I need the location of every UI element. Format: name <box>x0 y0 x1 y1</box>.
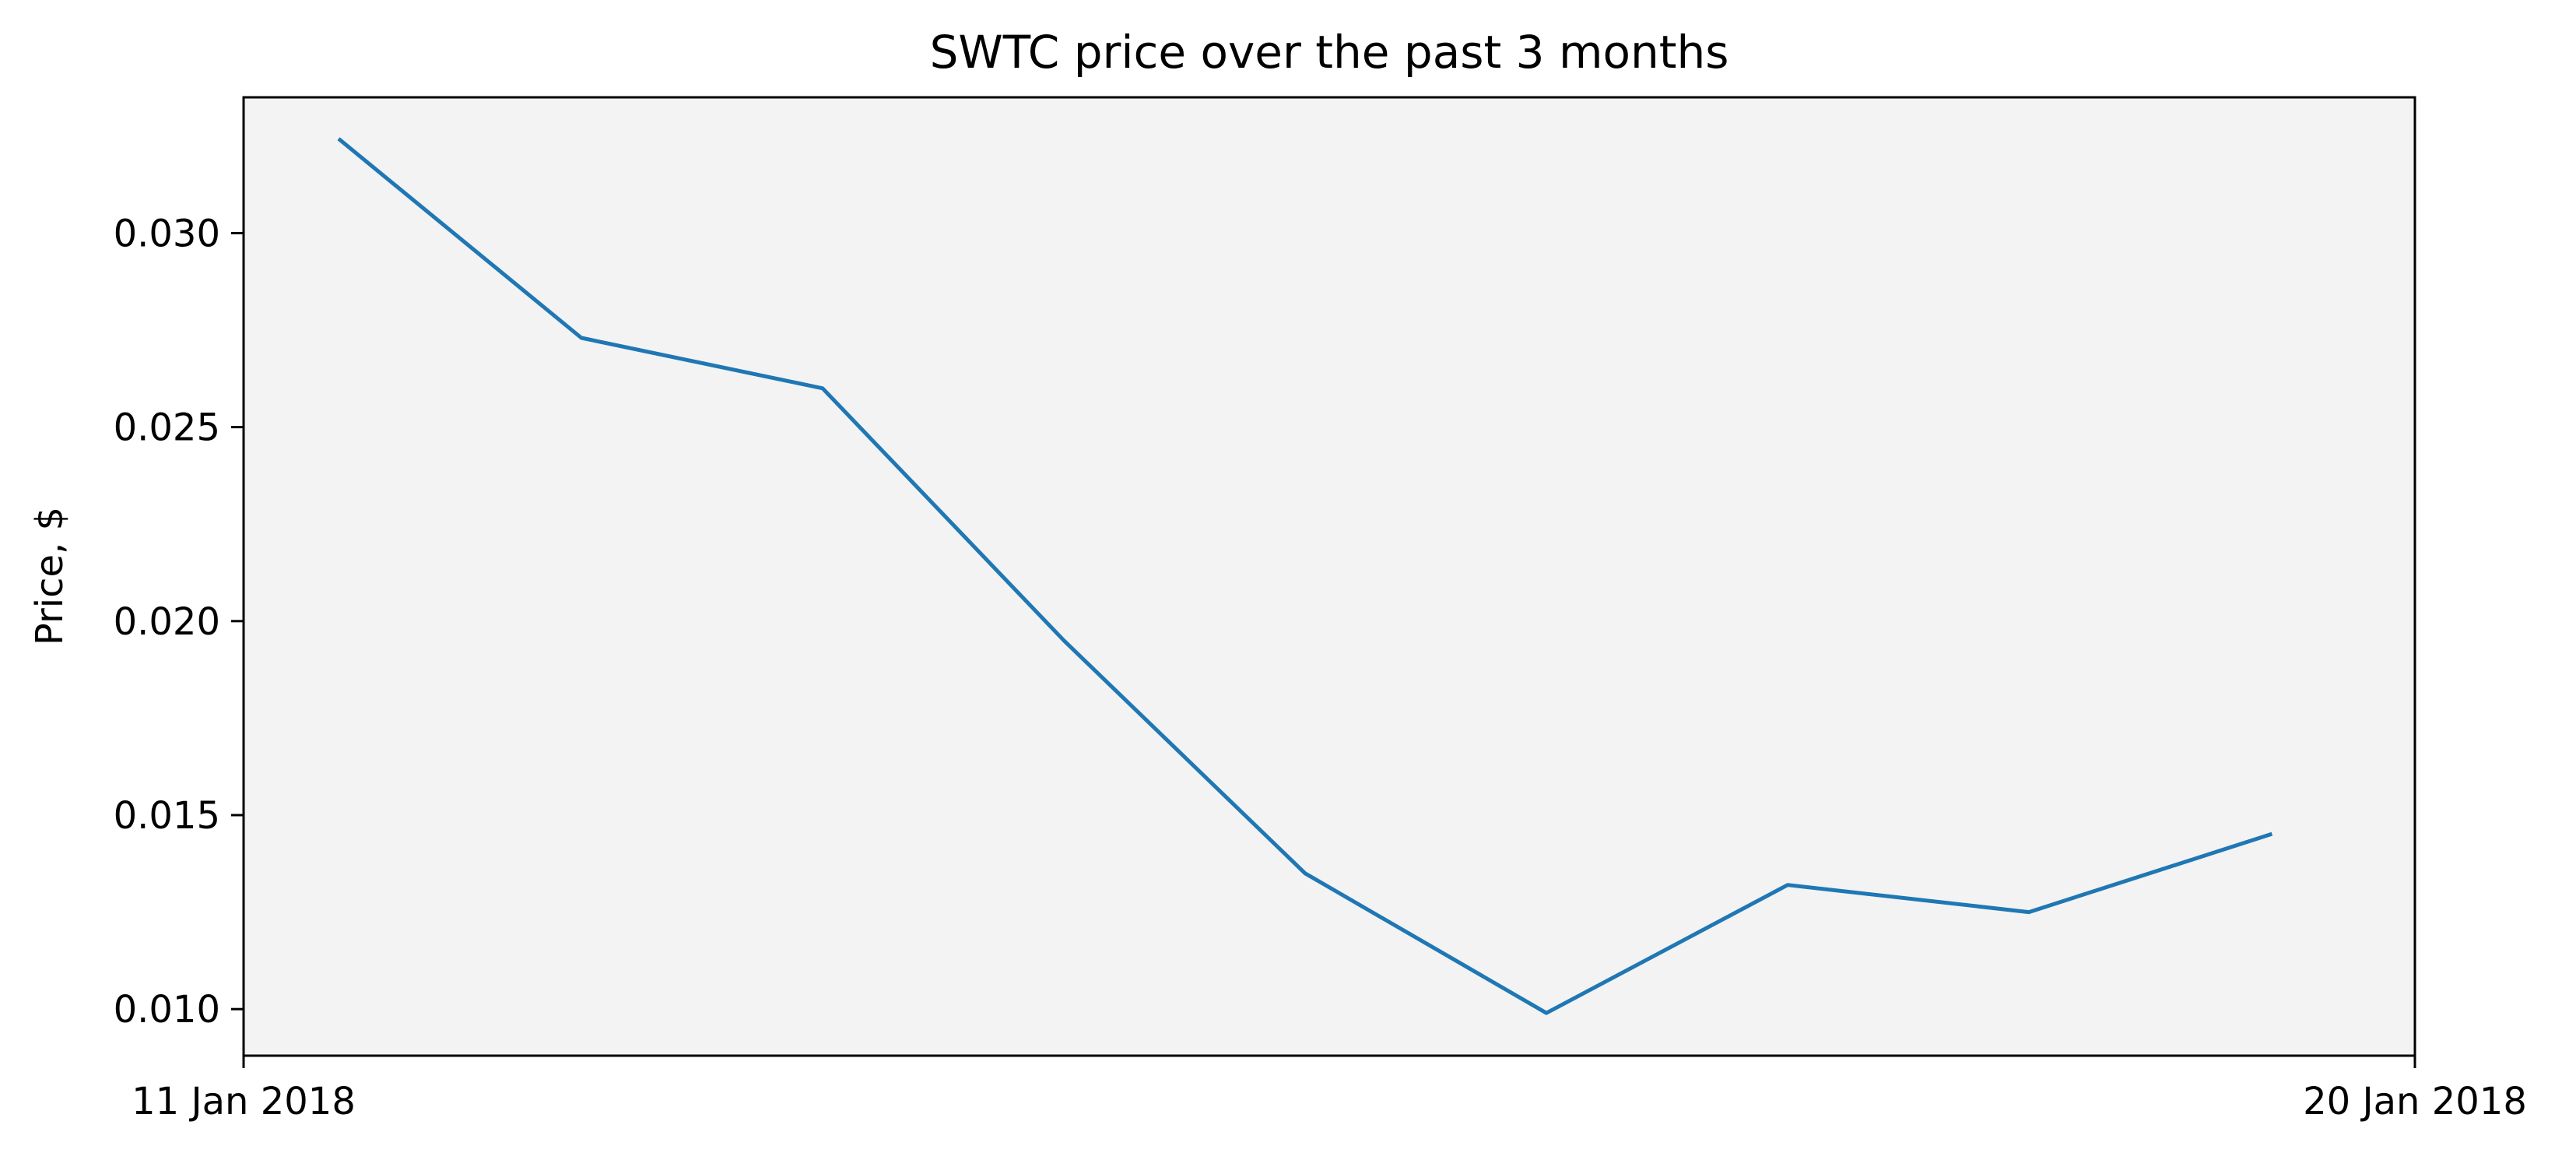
x-axis: 11 Jan 2018 20 Jan 2018 <box>132 1056 2527 1123</box>
plot-area <box>244 97 2415 1056</box>
y-tick-label: 0.020 <box>114 600 220 644</box>
y-tick-label: 0.025 <box>114 406 220 450</box>
y-tick-label: 0.030 <box>114 212 220 255</box>
y-tick-label: 0.015 <box>114 794 220 838</box>
y-axis-label: Price, $ <box>28 507 72 645</box>
y-axis: 0.010 0.015 0.020 0.025 0.030 <box>114 212 244 1032</box>
x-tick-label: 11 Jan 2018 <box>132 1080 356 1123</box>
chart-title: SWTC price over the past 3 months <box>930 26 1729 79</box>
x-tick-label: 20 Jan 2018 <box>2303 1080 2527 1123</box>
plot-frame <box>242 96 2416 1057</box>
y-tick-label: 0.010 <box>114 988 220 1032</box>
series-line <box>337 137 2273 1015</box>
series-layer <box>337 137 2273 1015</box>
